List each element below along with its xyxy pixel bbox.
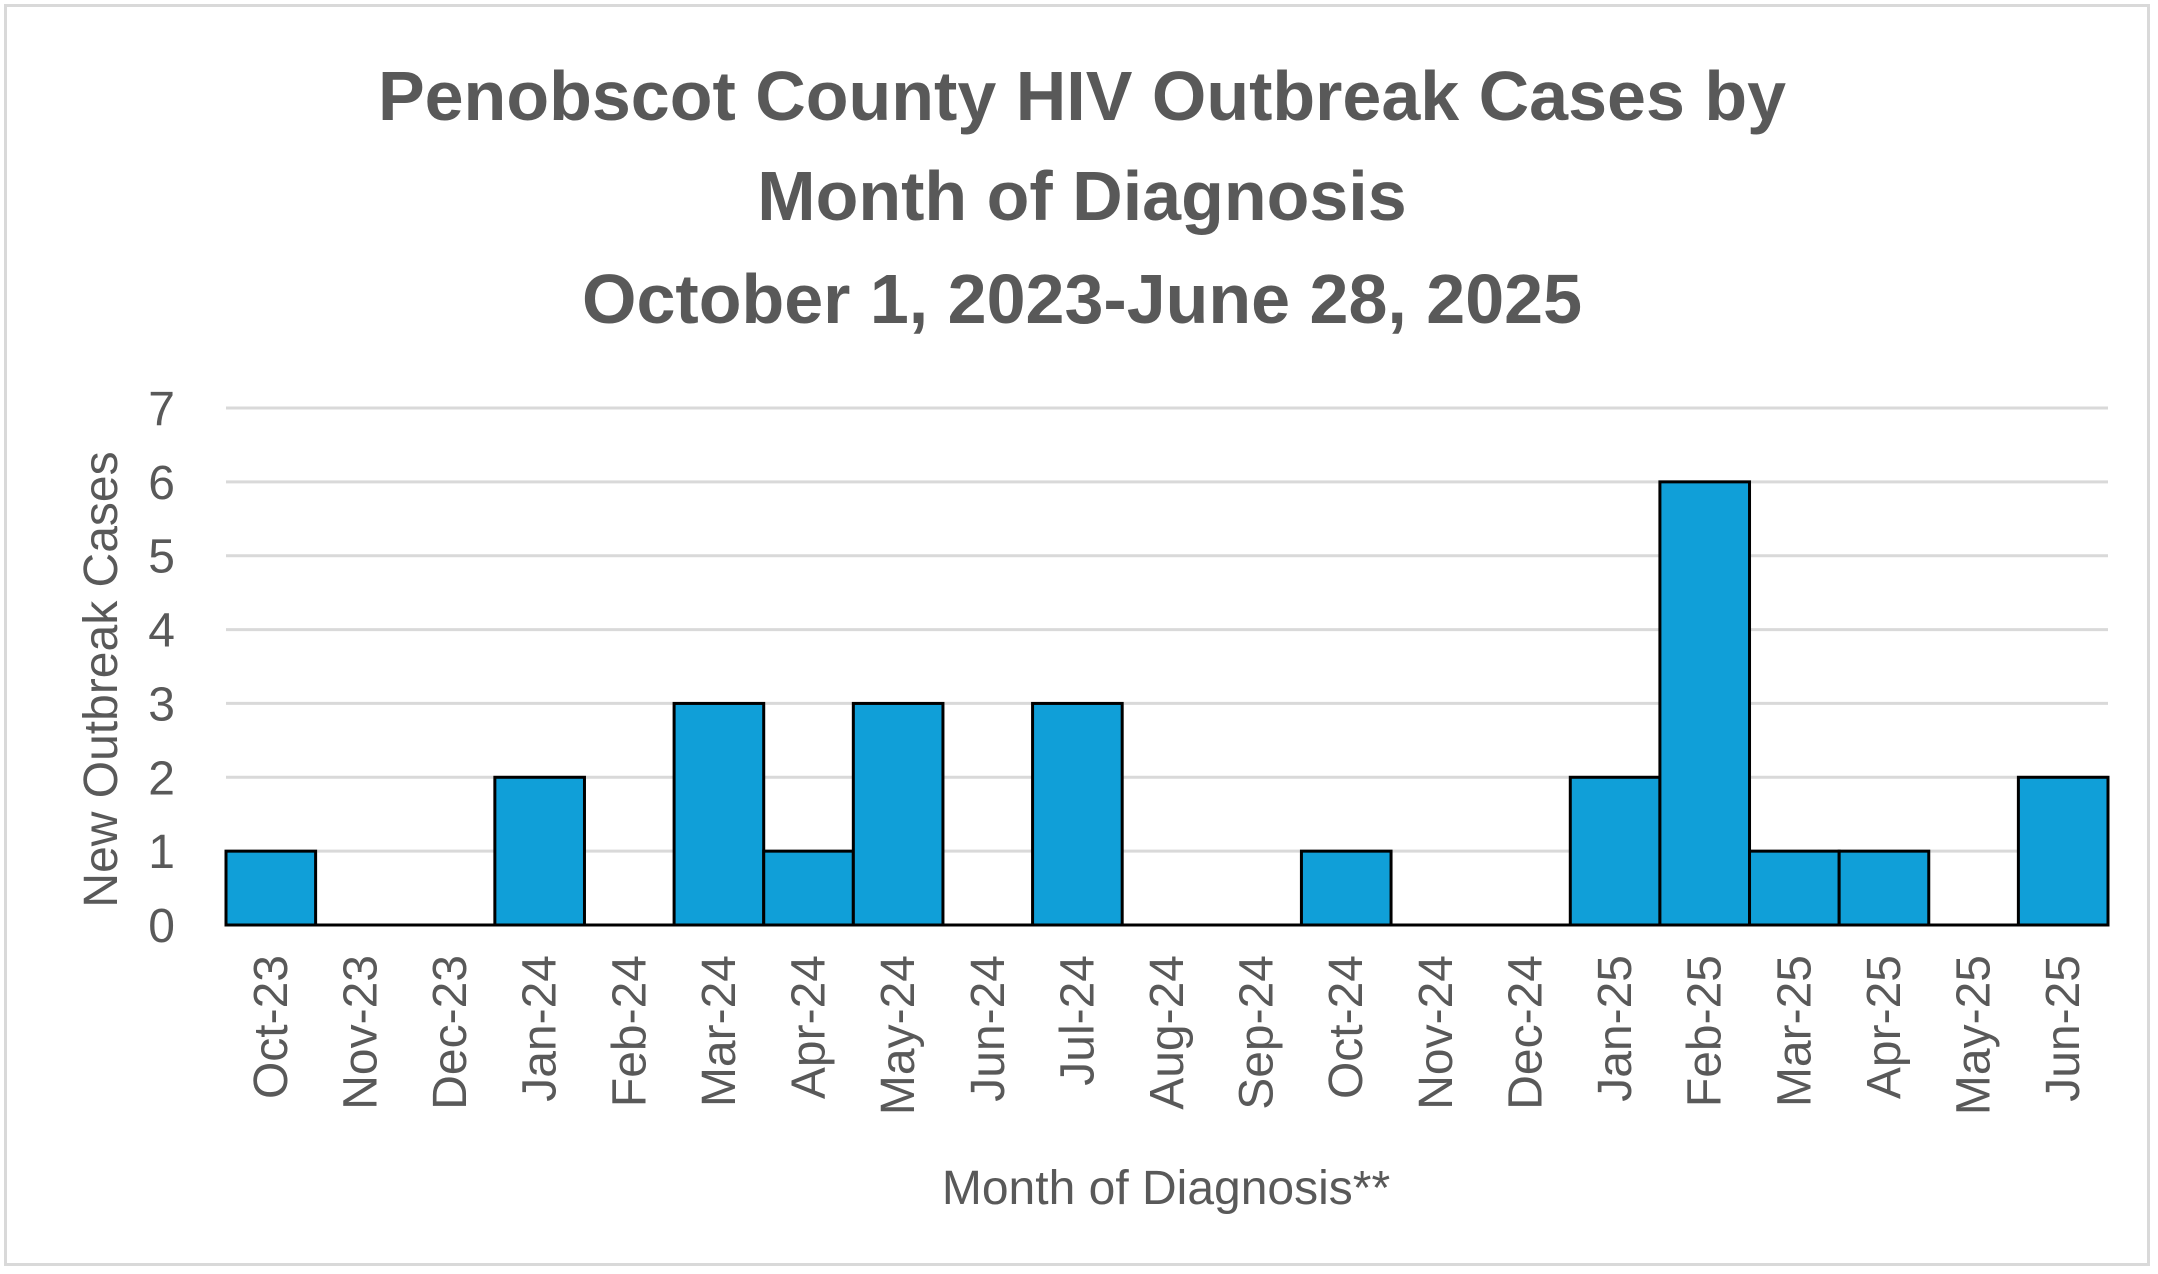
x-tick-label-may-24: May-24	[872, 955, 925, 1115]
x-tick-label-jan-25: Jan-25	[1589, 955, 1642, 1102]
y-axis-title: New Outbreak Cases	[75, 451, 128, 907]
x-tick-label-mar-24: Mar-24	[693, 955, 746, 1107]
bar-oct-24	[1299, 849, 1393, 927]
x-axis-title: Month of Diagnosis**	[942, 1162, 1390, 1215]
x-tick-label-feb-24: Feb-24	[603, 955, 656, 1107]
y-tick-label-0: 0	[148, 900, 175, 953]
bar-feb-25	[1658, 480, 1752, 927]
x-tick-label-jun-24: Jun-24	[962, 955, 1015, 1102]
chart-frame: Penobscot County HIV Outbreak Cases by M…	[4, 4, 2150, 1266]
chart-title-line-2: Month of Diagnosis	[757, 157, 1406, 235]
x-tick-label-mar-25: Mar-25	[1768, 955, 1821, 1107]
x-tick-label-apr-24: Apr-24	[783, 955, 836, 1099]
y-tick-label-6: 6	[148, 457, 175, 510]
x-tick-label-jun-25: Jun-25	[2037, 955, 2090, 1102]
x-tick-label-dec-23: Dec-23	[424, 955, 477, 1110]
bar-jan-24	[493, 775, 586, 927]
x-tick-label-apr-25: Apr-25	[1858, 955, 1911, 1099]
bar-jan-25	[1568, 775, 1662, 927]
bar-mar-25	[1748, 849, 1841, 927]
y-tick-label-1: 1	[148, 826, 175, 879]
x-tick-label-may-25: May-25	[1948, 955, 2001, 1115]
x-tick-label-oct-23: Oct-23	[245, 955, 298, 1099]
x-tick-labels: Oct-23 Nov-23 Dec-23 Jan-24 Feb-24 Mar-24 Apr-…	[245, 955, 2090, 1115]
bar-mar-24	[672, 701, 766, 927]
bar-jul-24	[1031, 701, 1124, 927]
y-tick-label-2: 2	[148, 752, 175, 805]
x-tick-label-dec-24: Dec-24	[1499, 955, 1552, 1110]
bar-oct-23	[224, 849, 318, 927]
x-tick-label-nov-24: Nov-24	[1410, 955, 1463, 1110]
bar-apr-24	[762, 849, 855, 927]
chart-title: Penobscot County HIV Outbreak Cases by M…	[378, 57, 1786, 338]
chart-title-line-3: October 1, 2023-June 28, 2025	[582, 260, 1582, 338]
y-tick-label-3: 3	[148, 678, 175, 731]
x-tick-label-nov-23: Nov-23	[334, 955, 387, 1110]
x-tick-label-oct-24: Oct-24	[1320, 955, 1373, 1099]
chart-svg: Penobscot County HIV Outbreak Cases by M…	[75, 57, 2110, 1215]
chart-title-line-1: Penobscot County HIV Outbreak Cases by	[378, 57, 1786, 135]
y-tick-labels: 0 1 2 3 4 5 6 7	[148, 383, 175, 953]
bar-may-24	[851, 701, 945, 927]
y-tick-label-5: 5	[148, 531, 175, 584]
bar-jun-25	[2016, 775, 2110, 927]
bar-apr-25	[1837, 849, 1931, 927]
x-tick-label-aug-24: Aug-24	[1141, 955, 1194, 1110]
x-tick-label-sep-24: Sep-24	[1231, 955, 1284, 1110]
x-tick-label-jul-24: Jul-24	[1051, 955, 1104, 1086]
bars	[224, 480, 2110, 927]
x-tick-label-jan-24: Jan-24	[514, 955, 567, 1102]
x-tick-label-feb-25: Feb-25	[1679, 955, 1732, 1107]
y-tick-label-4: 4	[148, 605, 175, 658]
y-tick-label-7: 7	[148, 383, 175, 436]
